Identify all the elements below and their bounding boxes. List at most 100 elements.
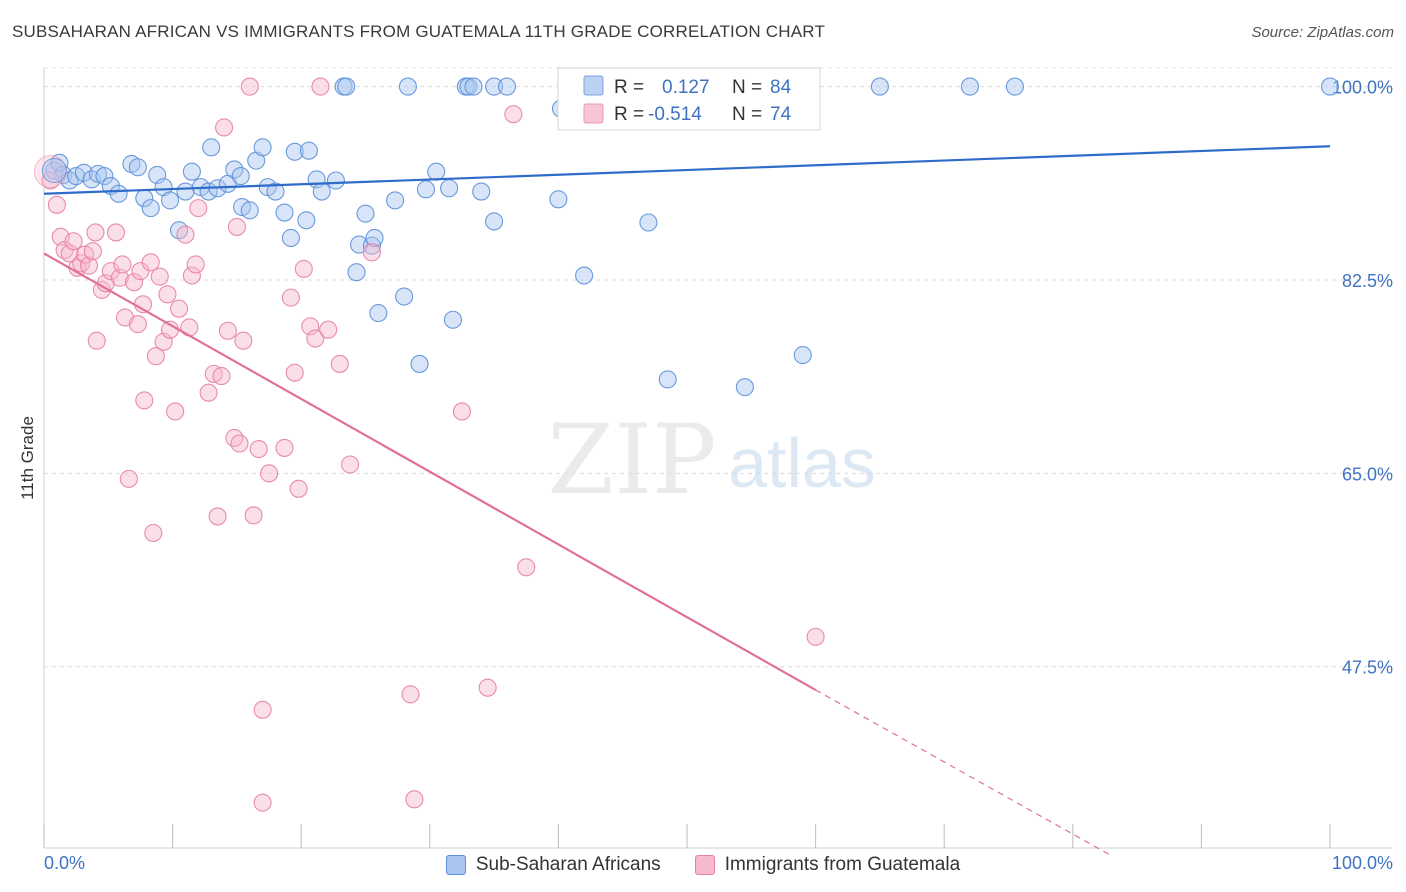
point-s0-52 xyxy=(398,77,417,96)
legend-swatch-blue xyxy=(445,855,466,875)
legend-label-subsaharan: Sub-Saharan Africans xyxy=(475,854,661,875)
point-s0-62 xyxy=(485,77,504,96)
point-s1-0 xyxy=(41,171,60,190)
point-s1-25 xyxy=(135,391,154,410)
point-s1-46 xyxy=(225,428,244,448)
stats-swatch-pink xyxy=(583,103,604,124)
chart-title: SUBSAHARAN AFRICAN VS IMMIGRANTS FROM GU… xyxy=(12,22,826,41)
point-s1-38 xyxy=(186,255,205,274)
point-s1-56 xyxy=(275,438,294,457)
stats-swatch-blue xyxy=(583,75,604,96)
point-s1-47 xyxy=(227,217,246,236)
point-s0-10 xyxy=(109,184,128,203)
legend-item-guatemala[interactable]: Immigrants from Guatemala xyxy=(694,854,961,876)
point-s0-5 xyxy=(74,163,93,182)
point-s1-51 xyxy=(244,506,263,525)
point-s1-28 xyxy=(146,347,165,366)
point-s0-53 xyxy=(410,354,429,373)
point-s1-67 xyxy=(362,243,381,262)
stats-n-label-1: N = xyxy=(732,77,762,98)
point-s1-4 xyxy=(60,244,79,263)
point-s1-53 xyxy=(253,700,272,719)
point-s0-77 xyxy=(1005,77,1024,96)
y-tick-label-0: 100.0% xyxy=(1332,78,1393,98)
point-s1-35 xyxy=(176,225,195,244)
point-s1-31 xyxy=(158,285,177,304)
point-s0-65 xyxy=(549,190,568,209)
point-s1-54 xyxy=(253,793,272,812)
stats-r-label-1: R = xyxy=(614,77,644,98)
point-s1-39 xyxy=(189,199,208,218)
x-tick-label-max: 100.0% xyxy=(1332,853,1393,873)
point-s0-20 xyxy=(182,162,201,181)
stats-r-value-1: 0.127 xyxy=(662,77,710,98)
point-s0-14 xyxy=(141,199,160,218)
point-s0-29 xyxy=(240,201,259,220)
point-s0-72 xyxy=(735,378,754,397)
point-s1-33 xyxy=(166,402,185,421)
trend-line-subsaharan xyxy=(43,145,1331,195)
point-s1-16 xyxy=(106,223,126,242)
point-s0-50 xyxy=(386,191,405,210)
point-s1-66 xyxy=(341,455,360,474)
x-tick-label-min: 0.0% xyxy=(44,853,85,873)
point-s0-60 xyxy=(464,77,483,96)
watermark-zip: ZIP xyxy=(547,404,716,516)
point-s1-21 xyxy=(124,273,144,292)
legend-item-subsaharan[interactable]: Sub-Saharan Africans xyxy=(445,854,661,876)
point-s1-44 xyxy=(214,118,234,137)
point-s1-27 xyxy=(144,523,163,543)
y-tick-label-3: 47.5% xyxy=(1342,658,1393,678)
point-s0-31 xyxy=(253,138,272,157)
point-s1-34 xyxy=(169,299,189,318)
point-s0-51 xyxy=(395,287,414,306)
point-s0-44 xyxy=(347,263,366,282)
point-s1-42 xyxy=(208,507,227,526)
point-s1-10 xyxy=(83,242,102,261)
point-s1-26 xyxy=(141,253,160,272)
point-s1-64 xyxy=(319,320,338,339)
trend-line-guatemala xyxy=(43,252,817,691)
point-s0-55 xyxy=(427,162,446,181)
point-s1-63 xyxy=(311,77,330,96)
point-s1-52 xyxy=(249,439,268,459)
point-s1-73 xyxy=(517,558,536,577)
point-s0-67 xyxy=(575,266,594,285)
point-s1-60 xyxy=(294,259,313,278)
point-s1-20 xyxy=(119,469,138,488)
point-s0-69 xyxy=(639,213,658,232)
y-axis-title: 11th Grade xyxy=(18,416,37,500)
stats-n-value-1: 84 xyxy=(770,77,792,98)
point-s1-70 xyxy=(452,402,472,421)
point-s1-48 xyxy=(230,434,249,453)
point-s1-68 xyxy=(401,685,420,704)
point-s1-69 xyxy=(405,790,424,809)
point-s1-74 xyxy=(806,627,825,646)
legend: Sub-Saharan Africans Immigrants from Gua… xyxy=(0,850,1406,880)
point-s1-15 xyxy=(101,262,120,281)
point-s0-78 xyxy=(1320,77,1340,96)
point-s1-17 xyxy=(110,268,129,287)
point-s0-74 xyxy=(793,346,812,365)
axis-layer: 100.0% 82.5% 65.0% 47.5% xyxy=(43,68,1393,849)
point-s0-26 xyxy=(225,160,244,179)
point-s0-48 xyxy=(365,228,384,248)
point-s1-40 xyxy=(199,383,218,402)
point-s1-1 xyxy=(47,195,66,214)
point-s0-59 xyxy=(459,77,478,96)
point-s0-40 xyxy=(312,182,331,201)
point-s0-12 xyxy=(128,158,147,177)
point-s0-54 xyxy=(416,180,435,199)
point-s1-65 xyxy=(330,354,349,373)
point-s0-49 xyxy=(369,304,388,323)
point-s1-71 xyxy=(478,678,497,697)
trend-line-guatemala-extension xyxy=(815,689,1112,857)
point-s1-9 xyxy=(79,256,99,275)
point-s0-17 xyxy=(160,191,180,210)
stats-r-label-2: R = xyxy=(614,104,644,125)
point-s0-23 xyxy=(202,138,221,157)
point-s0-34 xyxy=(275,203,294,222)
source-label: Source: ZipAtlas.com xyxy=(1251,24,1394,41)
point-s1-50 xyxy=(240,77,259,96)
legend-label-guatemala: Immigrants from Guatemala xyxy=(724,854,961,875)
